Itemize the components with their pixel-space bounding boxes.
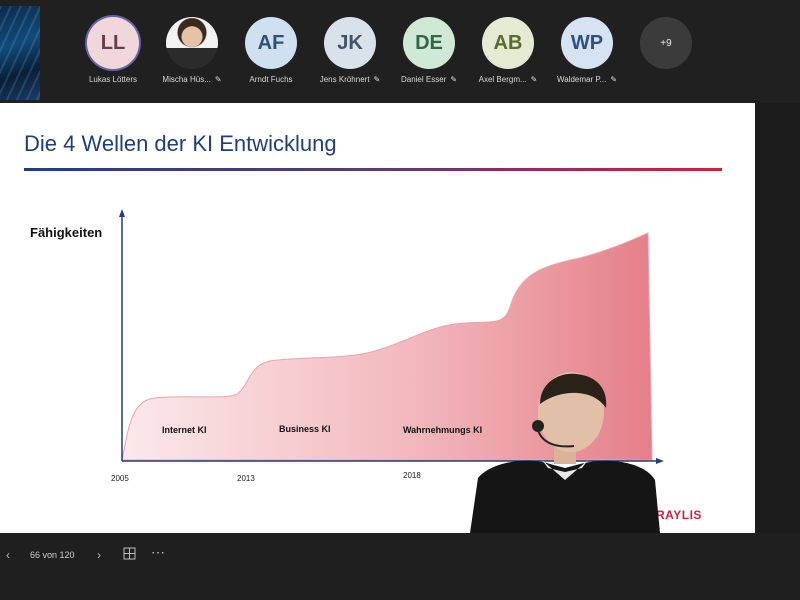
mic-off-icon: ✎ bbox=[610, 75, 618, 84]
slide-title: Die 4 Wellen der KI Entwicklung bbox=[24, 131, 337, 156]
presenter-video bbox=[470, 368, 660, 533]
self-video-tile[interactable] bbox=[0, 6, 40, 100]
participant-name: Mischa Hüs... bbox=[162, 75, 211, 84]
participant-name: Daniel Esser bbox=[400, 75, 447, 84]
participant-mischa[interactable]: Mischa Hüs... ✎ bbox=[151, 17, 233, 84]
brand-logo: RAYLIS bbox=[656, 508, 702, 522]
avatar-photo bbox=[166, 17, 218, 69]
wave-label-internet: Internet KI bbox=[162, 425, 207, 435]
year-label-2005: 2005 bbox=[111, 474, 129, 483]
participant-lukas-loetters[interactable]: LL Lukas Lötters bbox=[72, 17, 154, 84]
title-divider bbox=[24, 168, 722, 171]
presentation-controls: ‹ 66 von 120 › ⋯ bbox=[0, 533, 800, 600]
chevron-right-icon[interactable]: › bbox=[97, 548, 101, 562]
grid-view-icon[interactable] bbox=[123, 547, 136, 563]
participant-daniel-esser[interactable]: DE Daniel Esser ✎ bbox=[388, 17, 470, 84]
page-counter: 66 von 120 bbox=[30, 550, 75, 560]
mic-off-icon: ✎ bbox=[530, 75, 538, 84]
avatar: JK bbox=[324, 17, 376, 69]
participants-bar: LL Lukas Lötters Mischa Hüs... ✎ AF Arndt… bbox=[0, 0, 800, 103]
avatar: WP bbox=[561, 17, 613, 69]
participant-name: Arndt Fuchs bbox=[249, 75, 293, 84]
participant-waldemar-p[interactable]: WP Waldemar P... ✎ bbox=[546, 17, 628, 84]
capability-area bbox=[121, 232, 653, 461]
participant-jens-kroehnert[interactable]: JK Jens Kröhnert ✎ bbox=[309, 17, 391, 84]
more-participants-button[interactable]: +9 bbox=[640, 17, 692, 69]
x-axis-arrow bbox=[656, 458, 664, 464]
year-label-2013: 2013 bbox=[237, 474, 255, 483]
avatar: AF bbox=[245, 17, 297, 69]
participant-name: Lukas Lötters bbox=[88, 75, 138, 84]
mic-off-icon: ✎ bbox=[214, 75, 222, 84]
wave-label-wahrnehmung: Wahrnehmungs KI bbox=[403, 425, 483, 435]
mic-off-icon: ✎ bbox=[373, 75, 381, 84]
avatar: DE bbox=[403, 17, 455, 69]
participant-arndt-fuchs[interactable]: AF Arndt Fuchs bbox=[230, 17, 312, 84]
avatar: LL bbox=[87, 17, 139, 69]
y-axis-label: Fähigkeiten bbox=[30, 225, 103, 240]
presentation-slide: Die 4 Wellen der KI Entwicklung Fähigkei… bbox=[0, 103, 755, 533]
avatar: AB bbox=[482, 17, 534, 69]
wave-label-business: Business KI bbox=[279, 424, 331, 434]
participant-axel-bergm[interactable]: AB Axel Bergm... ✎ bbox=[467, 17, 549, 84]
chevron-left-icon[interactable]: ‹ bbox=[6, 548, 10, 562]
y-axis-arrow bbox=[119, 209, 125, 217]
participant-name: Jens Kröhnert bbox=[319, 75, 370, 84]
mic-off-icon: ✎ bbox=[450, 75, 458, 84]
participant-name: Waldemar P... bbox=[556, 75, 607, 84]
right-panel-edge bbox=[755, 103, 800, 533]
participant-name: Axel Bergm... bbox=[478, 75, 527, 84]
ellipsis-icon[interactable]: ⋯ bbox=[151, 544, 165, 560]
year-label-2018: 2018 bbox=[403, 471, 421, 480]
